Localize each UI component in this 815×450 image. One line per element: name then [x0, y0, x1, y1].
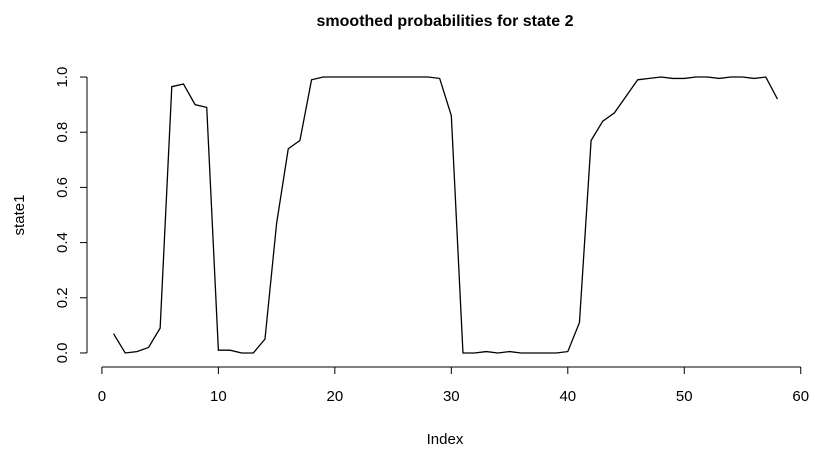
chart-title: smoothed probabilities for state 2	[317, 13, 574, 30]
y-axis-label: state1	[11, 195, 28, 236]
x-tick-label: 10	[210, 388, 227, 405]
x-tick-label: 20	[327, 388, 344, 405]
x-tick-label: 30	[443, 388, 460, 405]
x-tick-label: 50	[676, 388, 693, 405]
y-tick-label: 0.8	[54, 122, 71, 143]
y-tick-label: 0.6	[54, 177, 71, 198]
y-tick-label: 0.0	[54, 343, 71, 364]
x-tick-label: 0	[98, 388, 106, 405]
x-tick-label: 40	[559, 388, 576, 405]
data-line	[112, 76, 779, 354]
y-tick-label: 0.4	[54, 232, 71, 253]
x-axis-label: Index	[427, 431, 464, 448]
x-tick-label: 60	[792, 388, 809, 405]
y-tick-label: 0.2	[54, 287, 71, 308]
y-tick-label: 1.0	[54, 67, 71, 88]
